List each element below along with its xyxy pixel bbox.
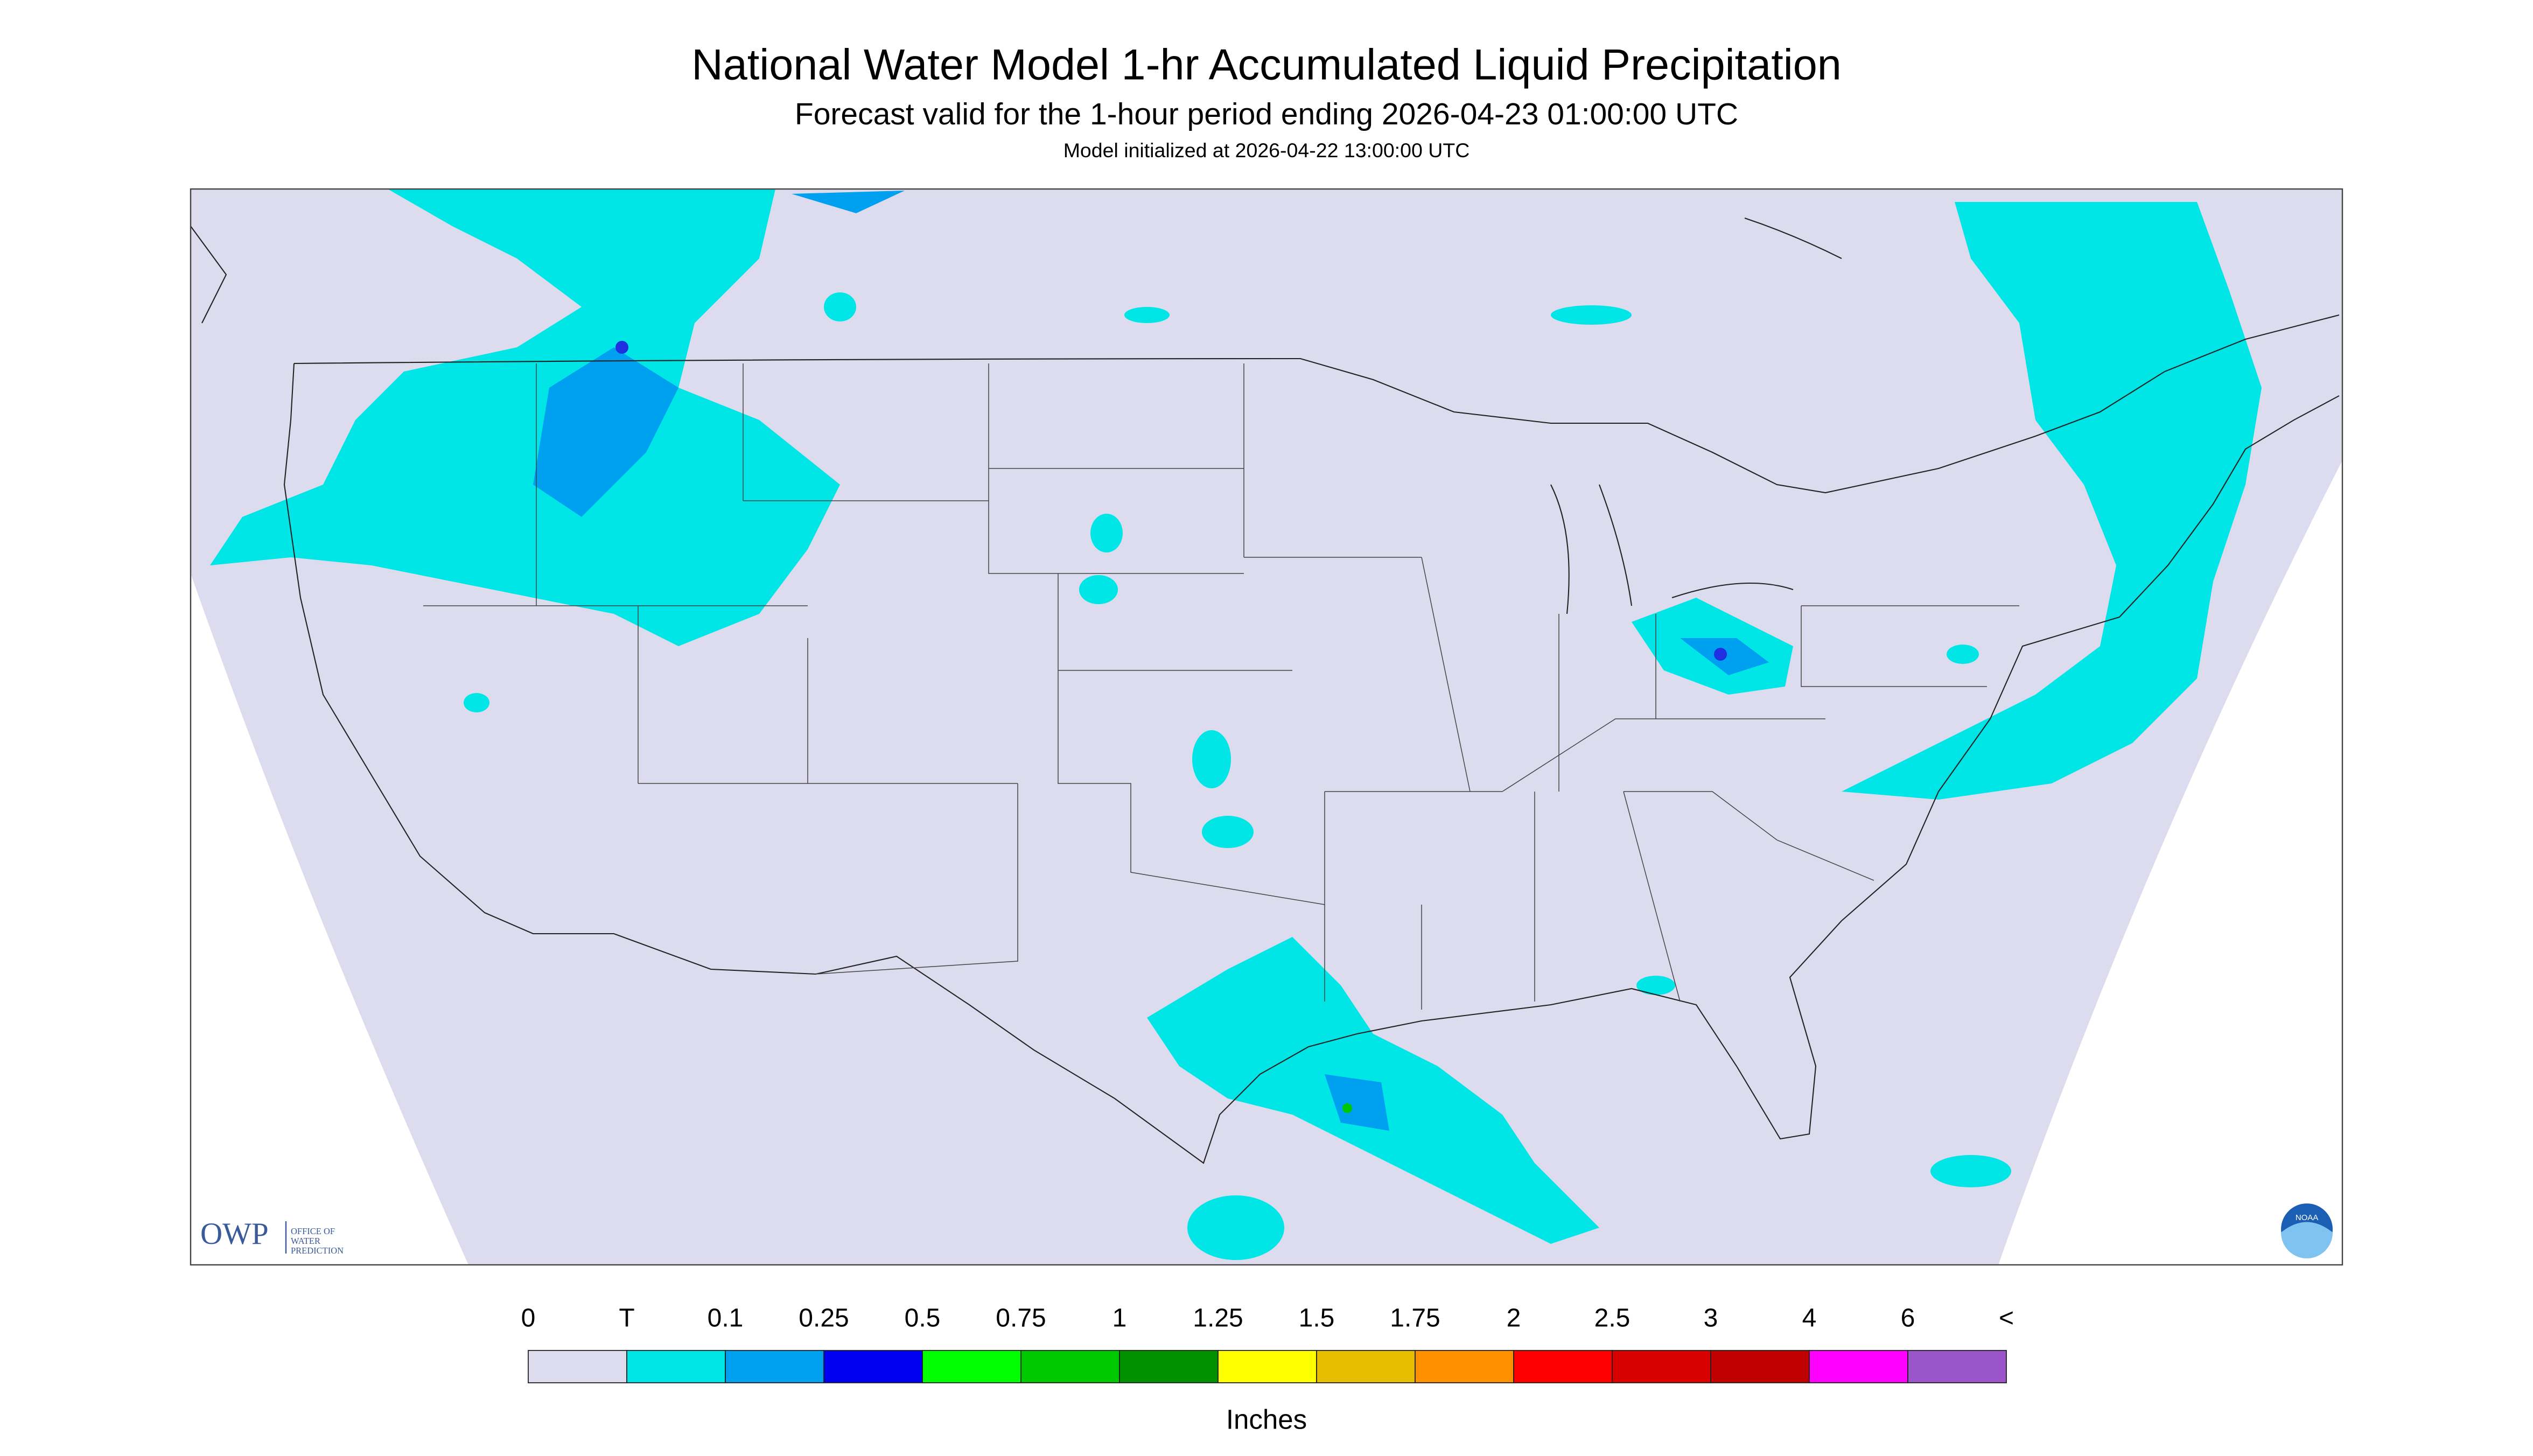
legend-label: 1.25 (1193, 1304, 1243, 1333)
legend-swatch (1316, 1350, 1416, 1383)
init-time: Model initialized at 2026-04-22 13:00:00… (1063, 139, 1470, 162)
precip (210, 189, 2262, 1261)
owp-name-3: PREDICTION (291, 1245, 344, 1256)
legend: 0 T 0.1 0.25 0.5 0.75 1 1.25 1.5 1.75 2 2.5 3 4 6 < (521, 1304, 2014, 1383)
legend-label: 2 (1507, 1304, 1521, 1333)
legend-swatch (1119, 1350, 1219, 1383)
legend-label: 2.5 (1594, 1304, 1631, 1333)
legend-label: 3 (1704, 1304, 1718, 1333)
noaa-logo: NOAA (2281, 1203, 2333, 1259)
legend-swatch (922, 1350, 1021, 1383)
legend-swatch (1513, 1350, 1613, 1383)
legend-label: 0 (521, 1304, 536, 1333)
legend-swatch (626, 1350, 726, 1383)
legend-label: 0.25 (799, 1304, 849, 1333)
legend-swatch (1710, 1350, 1810, 1383)
map-frame (190, 188, 2343, 1266)
legend-swatch (725, 1350, 824, 1383)
legend-swatch (1809, 1350, 1908, 1383)
legend-swatch (1907, 1350, 2007, 1383)
legend-swatch (1217, 1350, 1317, 1383)
legend-label: T (619, 1304, 634, 1333)
owp-name-1: OFFICE OF (291, 1226, 335, 1236)
legend-label: 1.75 (1390, 1304, 1440, 1333)
legend-label: < (1999, 1304, 2014, 1333)
legend-unit: Inches (1226, 1404, 1307, 1434)
legend-label: 0.5 (905, 1304, 941, 1333)
map: OWP OFFICE OF WATER PREDICTION NOAA (190, 188, 2343, 1266)
legend-label: 0.1 (708, 1304, 744, 1333)
legend-swatch (823, 1350, 923, 1383)
legend-label: 1 (1112, 1304, 1127, 1333)
legend-label: 0.75 (996, 1304, 1046, 1333)
noaa-text: NOAA (2296, 1213, 2319, 1222)
legend-label: 1.5 (1299, 1304, 1335, 1333)
legend-swatch (528, 1350, 627, 1383)
subtitle: Forecast valid for the 1-hour period end… (795, 97, 1738, 131)
owp-logo: OWP OFFICE OF WATER PREDICTION (200, 1217, 344, 1256)
boundaries (190, 218, 2340, 1164)
legend-label: 4 (1802, 1304, 1817, 1333)
owp-name-2: WATER (291, 1236, 320, 1246)
noaa-wave (2281, 1222, 2333, 1259)
title: National Water Model 1-hr Accumulated Li… (691, 40, 1842, 89)
legend-swatch (1415, 1350, 1514, 1383)
legend-label: 6 (1901, 1304, 1915, 1333)
legend-swatch (1612, 1350, 1711, 1383)
owp-mark: OWP (200, 1217, 269, 1251)
legend-swatch (1020, 1350, 1120, 1383)
